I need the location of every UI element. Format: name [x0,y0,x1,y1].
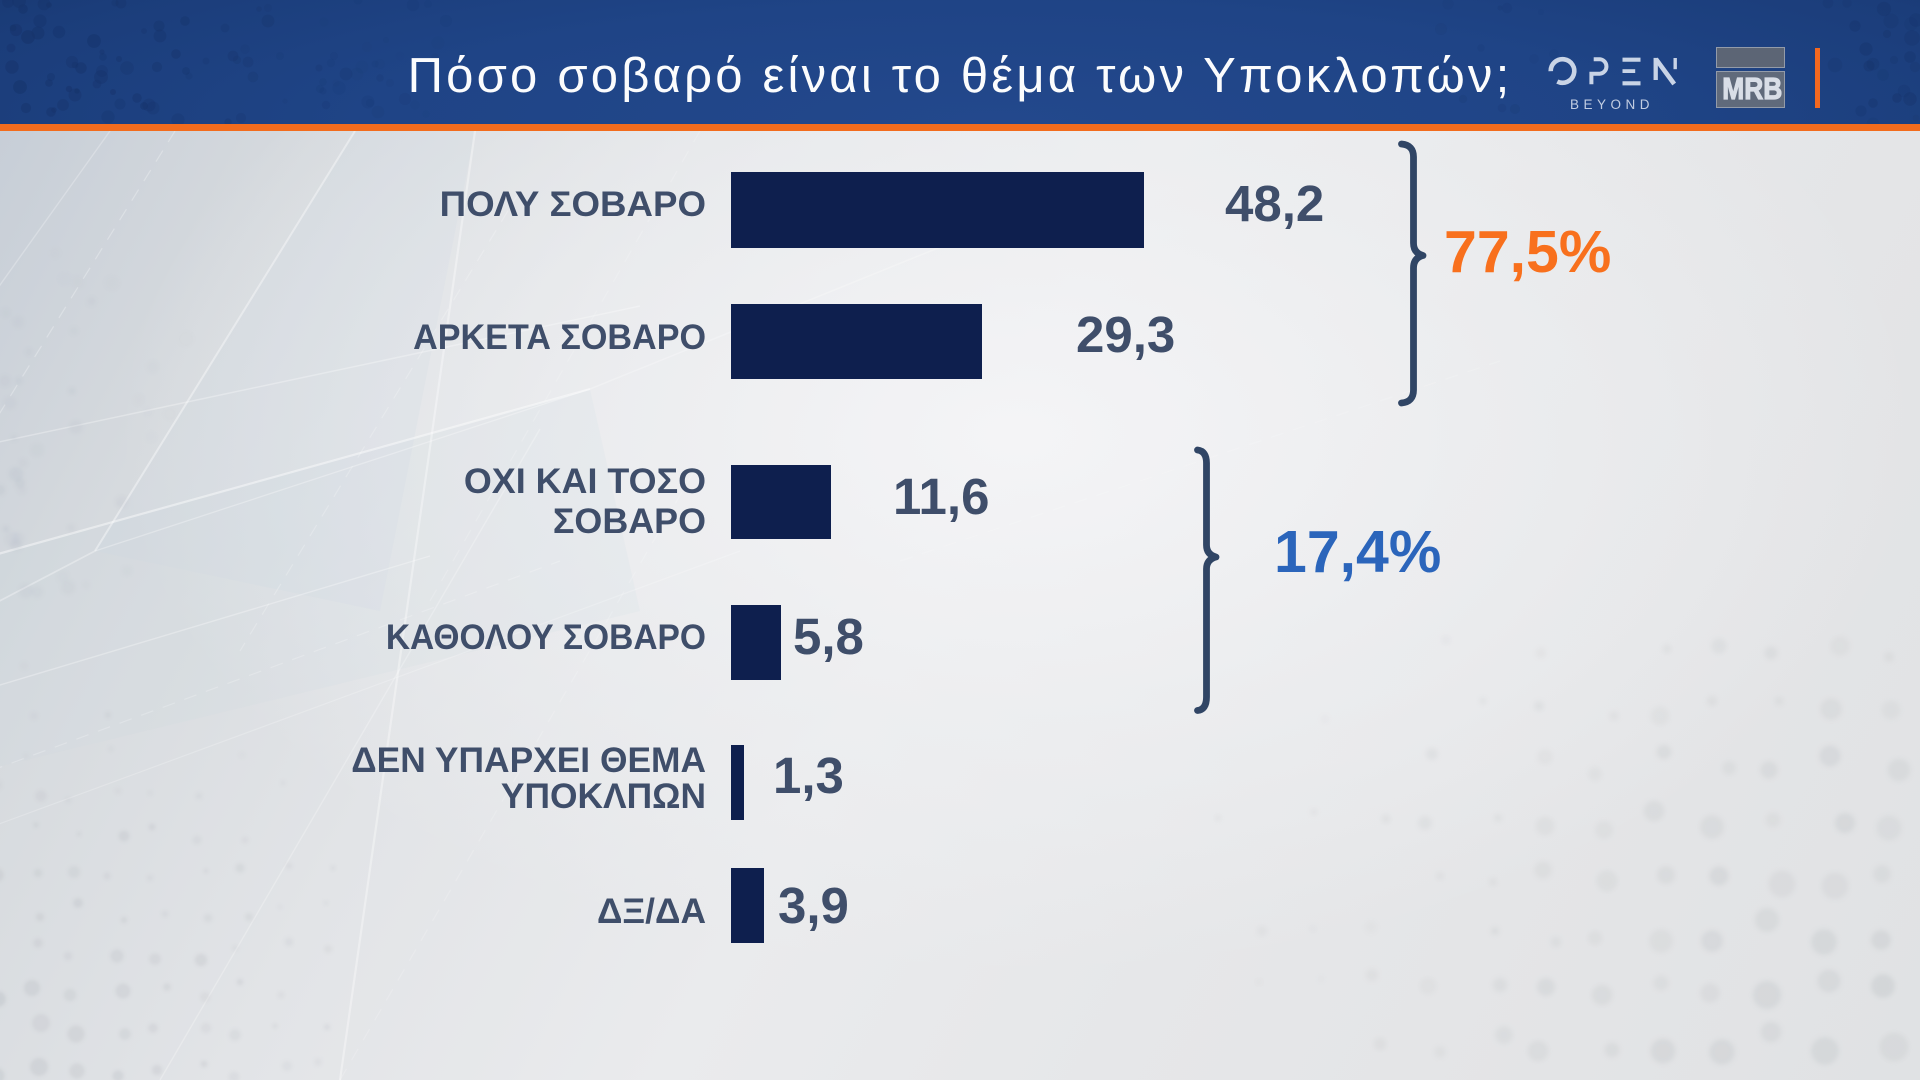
svg-text:BEYOND: BEYOND [1570,97,1654,112]
